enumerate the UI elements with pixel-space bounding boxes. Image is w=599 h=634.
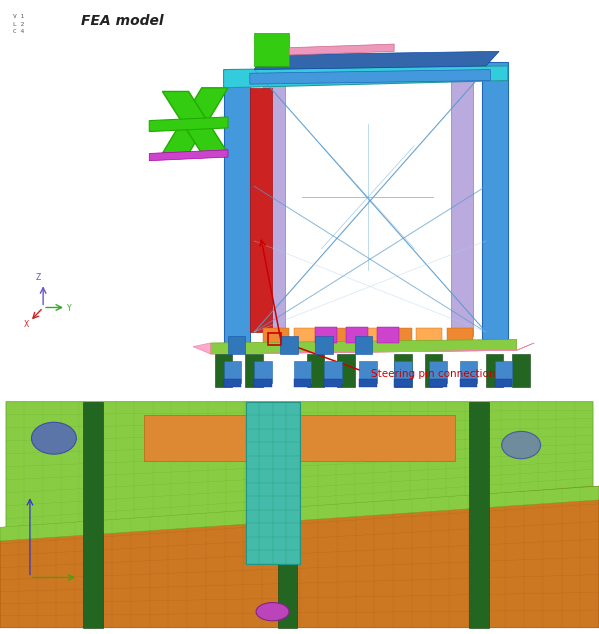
FancyBboxPatch shape xyxy=(132,22,569,387)
Polygon shape xyxy=(246,354,263,387)
Polygon shape xyxy=(470,402,489,628)
Polygon shape xyxy=(460,361,477,383)
Polygon shape xyxy=(294,328,320,343)
Polygon shape xyxy=(495,379,512,387)
Polygon shape xyxy=(394,361,412,383)
Polygon shape xyxy=(512,354,530,387)
Polygon shape xyxy=(210,339,516,354)
Polygon shape xyxy=(193,343,210,354)
Polygon shape xyxy=(486,354,503,387)
Polygon shape xyxy=(250,88,272,332)
Polygon shape xyxy=(416,328,442,343)
Text: V 1: V 1 xyxy=(13,14,25,19)
Polygon shape xyxy=(324,328,350,343)
Polygon shape xyxy=(394,354,412,387)
Polygon shape xyxy=(254,379,272,387)
Text: L 2: L 2 xyxy=(13,22,25,27)
Polygon shape xyxy=(0,486,599,628)
Polygon shape xyxy=(6,402,593,532)
Polygon shape xyxy=(223,379,241,387)
Polygon shape xyxy=(210,343,534,354)
Polygon shape xyxy=(359,379,377,387)
Polygon shape xyxy=(149,150,228,161)
Polygon shape xyxy=(337,354,355,387)
Polygon shape xyxy=(425,354,442,387)
Polygon shape xyxy=(223,66,508,88)
Polygon shape xyxy=(288,415,455,461)
Polygon shape xyxy=(346,327,368,343)
Polygon shape xyxy=(149,117,228,132)
Polygon shape xyxy=(263,66,285,339)
Polygon shape xyxy=(359,361,377,383)
Ellipse shape xyxy=(502,431,540,459)
Polygon shape xyxy=(223,70,250,350)
Polygon shape xyxy=(307,354,324,387)
Polygon shape xyxy=(377,327,398,343)
Polygon shape xyxy=(495,361,512,383)
Polygon shape xyxy=(280,336,298,354)
Polygon shape xyxy=(429,361,447,383)
Polygon shape xyxy=(263,328,289,343)
Polygon shape xyxy=(254,51,499,70)
Polygon shape xyxy=(294,361,311,383)
Text: FEA model: FEA model xyxy=(81,14,164,28)
Polygon shape xyxy=(223,361,241,383)
Polygon shape xyxy=(385,328,412,343)
Polygon shape xyxy=(144,415,246,461)
Polygon shape xyxy=(316,336,333,354)
Polygon shape xyxy=(355,328,381,343)
Polygon shape xyxy=(324,361,341,383)
Polygon shape xyxy=(215,354,232,387)
Polygon shape xyxy=(254,361,272,383)
Polygon shape xyxy=(447,328,473,343)
Ellipse shape xyxy=(31,422,77,454)
Text: Y: Y xyxy=(66,304,71,313)
Polygon shape xyxy=(289,44,394,55)
Polygon shape xyxy=(324,379,341,387)
Polygon shape xyxy=(355,336,373,354)
FancyBboxPatch shape xyxy=(246,402,300,564)
Polygon shape xyxy=(228,336,246,354)
Polygon shape xyxy=(394,379,412,387)
Text: Steering pin connection: Steering pin connection xyxy=(371,369,496,379)
Polygon shape xyxy=(83,402,103,628)
Polygon shape xyxy=(482,62,508,339)
Text: X: X xyxy=(24,320,29,328)
Polygon shape xyxy=(250,70,491,84)
Text: Z: Z xyxy=(36,273,41,282)
Polygon shape xyxy=(460,379,477,387)
Polygon shape xyxy=(277,402,298,628)
Polygon shape xyxy=(429,379,447,387)
Polygon shape xyxy=(0,486,599,541)
Polygon shape xyxy=(451,59,473,336)
Polygon shape xyxy=(316,327,337,343)
Polygon shape xyxy=(294,379,311,387)
Text: C 4: C 4 xyxy=(13,29,25,34)
Polygon shape xyxy=(254,33,289,66)
Polygon shape xyxy=(162,91,228,153)
Ellipse shape xyxy=(256,602,289,621)
Polygon shape xyxy=(162,88,228,153)
